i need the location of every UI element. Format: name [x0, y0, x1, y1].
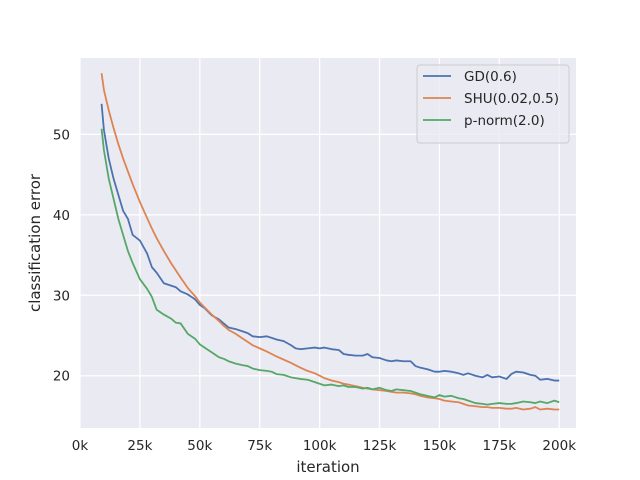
x-tick-label: 150k: [423, 438, 457, 454]
series-layer: [100, 73, 560, 411]
series-line-2: [100, 73, 560, 411]
legend: GD(0.6) SHU(0.02,0.5) p-norm(2.0): [416, 64, 570, 144]
x-tick-label: 175k: [483, 438, 517, 454]
legend-label: GD(0.6): [464, 69, 517, 85]
series-line-1: [100, 103, 560, 382]
x-tick-label: 125k: [363, 438, 397, 454]
y-axis-ticks: 20 30 40 50: [53, 127, 70, 384]
x-axis-label: iteration: [296, 458, 359, 476]
y-tick-label: 30: [53, 288, 70, 304]
x-tick-label: 75k: [247, 438, 272, 454]
legend-box: [416, 64, 570, 144]
legend-label: SHU(0.02,0.5): [464, 91, 559, 107]
series-line-3: [100, 128, 560, 406]
x-tick-label: 0k: [72, 438, 89, 454]
x-tick-label: 25k: [127, 438, 152, 454]
y-tick-label: 20: [53, 369, 70, 385]
x-tick-label: 200k: [542, 438, 576, 454]
y-tick-label: 40: [53, 208, 70, 224]
x-tick-label: 100k: [303, 438, 337, 454]
x-tick-label: 50k: [187, 438, 212, 454]
y-tick-label: 50: [53, 127, 70, 143]
legend-label: p-norm(2.0): [464, 113, 545, 129]
x-axis-ticks: 0k 25k 50k 75k 100k 125k 150k 175k 200k: [72, 438, 576, 454]
y-axis-label: classification error: [26, 173, 44, 312]
